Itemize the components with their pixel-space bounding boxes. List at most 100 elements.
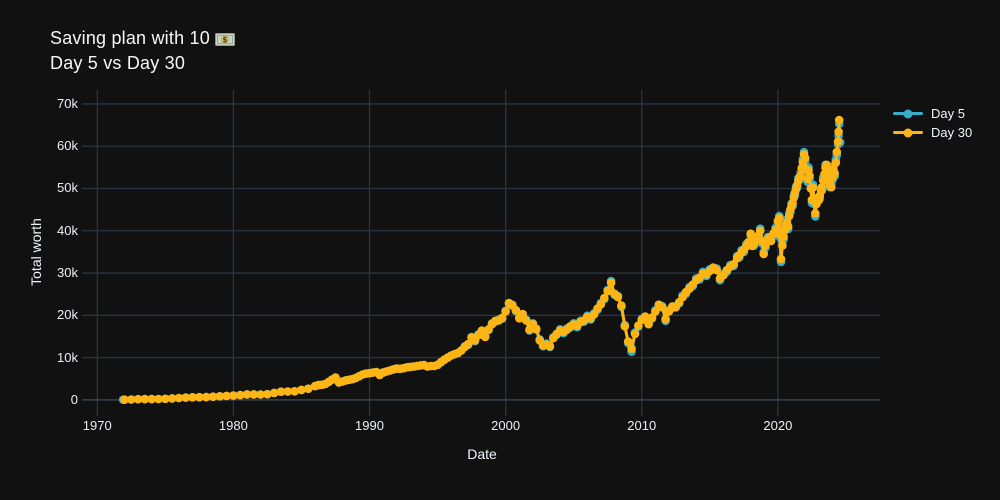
day30-marker bbox=[188, 393, 197, 402]
day30-marker bbox=[779, 232, 788, 241]
money-banknote-icon: $ bbox=[214, 33, 235, 46]
y-tick-label: 70k bbox=[57, 95, 78, 111]
day30-marker bbox=[242, 390, 252, 399]
day30-marker bbox=[783, 222, 793, 231]
day30-marker bbox=[831, 158, 841, 167]
day30-marker bbox=[235, 390, 245, 400]
day30-marker bbox=[623, 337, 633, 346]
day30-marker bbox=[140, 394, 150, 404]
day30-marker bbox=[651, 307, 660, 316]
day30-marker bbox=[796, 171, 805, 181]
day30-marker bbox=[620, 322, 630, 331]
day5-line-swatch-icon bbox=[893, 112, 923, 115]
y-tick-label: 30k bbox=[57, 265, 78, 281]
legend-label-day30: Day 30 bbox=[931, 125, 973, 140]
day30-marker bbox=[215, 392, 225, 401]
day30-marker bbox=[712, 265, 721, 275]
day30-marker bbox=[834, 127, 843, 137]
gridlines bbox=[82, 90, 880, 416]
day30-marker bbox=[657, 303, 667, 312]
day30-marker bbox=[661, 314, 670, 324]
legend: Day 5 Day 30 bbox=[893, 104, 972, 142]
day30-marker bbox=[501, 307, 510, 316]
day30-marker bbox=[603, 286, 612, 296]
day30-marker bbox=[222, 391, 231, 401]
day30-marker bbox=[480, 332, 490, 342]
day30-marker bbox=[759, 249, 768, 259]
day30-marker bbox=[755, 226, 765, 236]
day30-line-swatch-icon bbox=[893, 131, 923, 134]
day30-marker bbox=[208, 392, 218, 402]
day30-series bbox=[120, 115, 844, 405]
day30-marker bbox=[784, 211, 794, 221]
day30-marker bbox=[201, 392, 211, 402]
day30-marker bbox=[161, 394, 170, 404]
day30-marker bbox=[776, 254, 786, 264]
x-axis-title: Date bbox=[467, 446, 497, 462]
chart-title: Saving plan with 10 $ Day 5 vs Day 30 bbox=[50, 26, 235, 76]
day30-marker bbox=[834, 115, 844, 125]
day30-marker bbox=[290, 387, 299, 396]
day30-marker bbox=[817, 182, 827, 192]
day30-marker bbox=[463, 339, 473, 349]
day30-marker bbox=[808, 183, 818, 192]
day30-marker bbox=[805, 171, 814, 181]
day30-marker bbox=[297, 385, 306, 395]
x-tick-label: 2020 bbox=[763, 418, 793, 433]
day30-marker bbox=[800, 153, 810, 163]
day30-marker bbox=[811, 209, 820, 218]
chart-title-line2: Day 5 vs Day 30 bbox=[50, 53, 186, 73]
day30-marker bbox=[511, 305, 521, 315]
x-tick-label: 1990 bbox=[355, 418, 384, 433]
chart-title-line1: Saving plan with 10 $ bbox=[50, 26, 235, 51]
day30-marker bbox=[133, 394, 143, 404]
day30-marker bbox=[497, 313, 507, 323]
day30-marker bbox=[521, 316, 531, 325]
y-tick-label: 10k bbox=[57, 349, 78, 365]
day30-marker bbox=[276, 387, 286, 397]
day30-marker bbox=[174, 393, 184, 403]
legend-item-day5[interactable]: Day 5 bbox=[893, 104, 972, 123]
day30-marker bbox=[256, 390, 265, 399]
y-tick-label: 0 bbox=[70, 391, 78, 407]
y-tick-label: 50k bbox=[57, 180, 78, 196]
day30-marker bbox=[263, 389, 272, 399]
day30-marker bbox=[832, 147, 842, 157]
day30-marker bbox=[775, 213, 784, 223]
day30-marker bbox=[630, 329, 640, 339]
day30-marker bbox=[600, 293, 609, 303]
day30-marker bbox=[627, 344, 636, 354]
y-tick-label: 40k bbox=[57, 222, 78, 238]
day30-marker bbox=[167, 394, 177, 403]
day30-marker bbox=[766, 236, 776, 246]
day30-marker bbox=[617, 301, 626, 310]
y-tick-label: 60k bbox=[57, 138, 78, 154]
day30-marker bbox=[195, 392, 204, 402]
day30-marker bbox=[518, 309, 527, 319]
day30-marker bbox=[606, 278, 616, 288]
day30-marker bbox=[827, 182, 836, 192]
day30-marker bbox=[545, 341, 555, 351]
day30-marker bbox=[269, 388, 279, 398]
x-tick-label: 1970 bbox=[82, 418, 112, 433]
day30-marker bbox=[154, 394, 163, 404]
day30-marker bbox=[833, 137, 843, 146]
day30-marker bbox=[477, 326, 487, 335]
day30-marker bbox=[644, 319, 653, 329]
day30-marker bbox=[304, 384, 313, 394]
day30-marker bbox=[830, 169, 839, 178]
day30-marker bbox=[746, 229, 755, 238]
day30-marker bbox=[229, 391, 238, 400]
chart-title-text: Saving plan with 10 bbox=[50, 28, 210, 48]
legend-label-day5: Day 5 bbox=[931, 106, 965, 121]
day30-marker bbox=[127, 395, 136, 404]
y-tick-label: 20k bbox=[57, 307, 78, 323]
day30-marker bbox=[532, 324, 541, 334]
day30-marker bbox=[596, 300, 606, 309]
day30-marker bbox=[181, 393, 190, 402]
day30-marker bbox=[778, 241, 787, 250]
legend-item-day30[interactable]: Day 30 bbox=[893, 123, 972, 142]
day30-marker bbox=[147, 394, 156, 404]
